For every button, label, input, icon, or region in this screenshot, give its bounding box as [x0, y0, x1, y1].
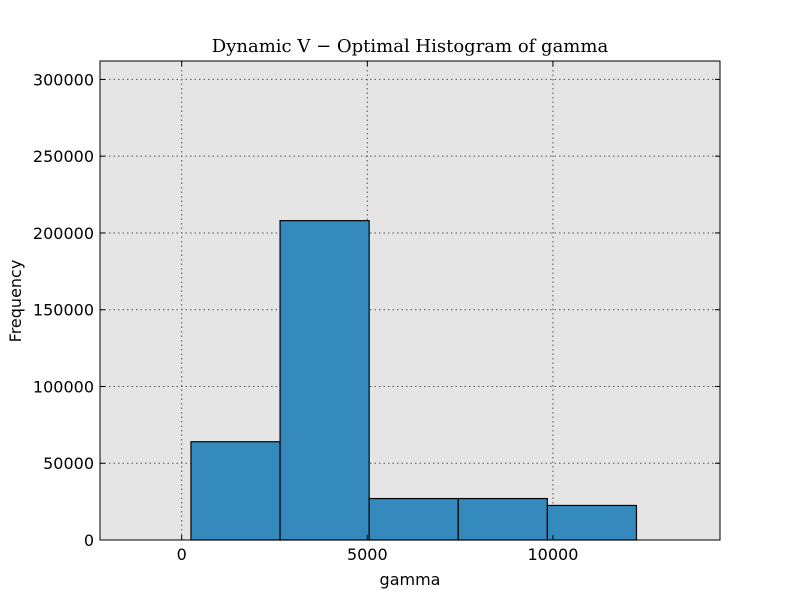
x-tick-label: 10000	[527, 545, 578, 564]
chart-title: Dynamic V − Optimal Histogram of gamma	[212, 36, 609, 57]
x-tick-label: 0	[177, 545, 187, 564]
histogram-bar-1	[190, 441, 281, 541]
histogram-bar-2	[279, 220, 370, 541]
y-tick-label: 300000	[33, 70, 94, 89]
x-axis-label: gamma	[380, 570, 441, 589]
x-tick-label: 5000	[347, 545, 388, 564]
y-tick-label: 0	[84, 531, 94, 550]
y-tick-label: 100000	[33, 377, 94, 396]
y-axis-label: Frequency	[6, 260, 25, 343]
y-tick-label: 150000	[33, 301, 94, 320]
histogram-bar-5	[546, 504, 638, 541]
histogram-bar-4	[457, 497, 548, 541]
y-tick-label: 250000	[33, 147, 94, 166]
y-tick-label: 200000	[33, 224, 94, 243]
y-tick-label: 50000	[43, 454, 94, 473]
ticks: 0 5000 10000050000100000150000200000250000…	[33, 61, 720, 564]
plot-frame	[99, 60, 721, 541]
histogram-bar-3	[368, 497, 459, 541]
